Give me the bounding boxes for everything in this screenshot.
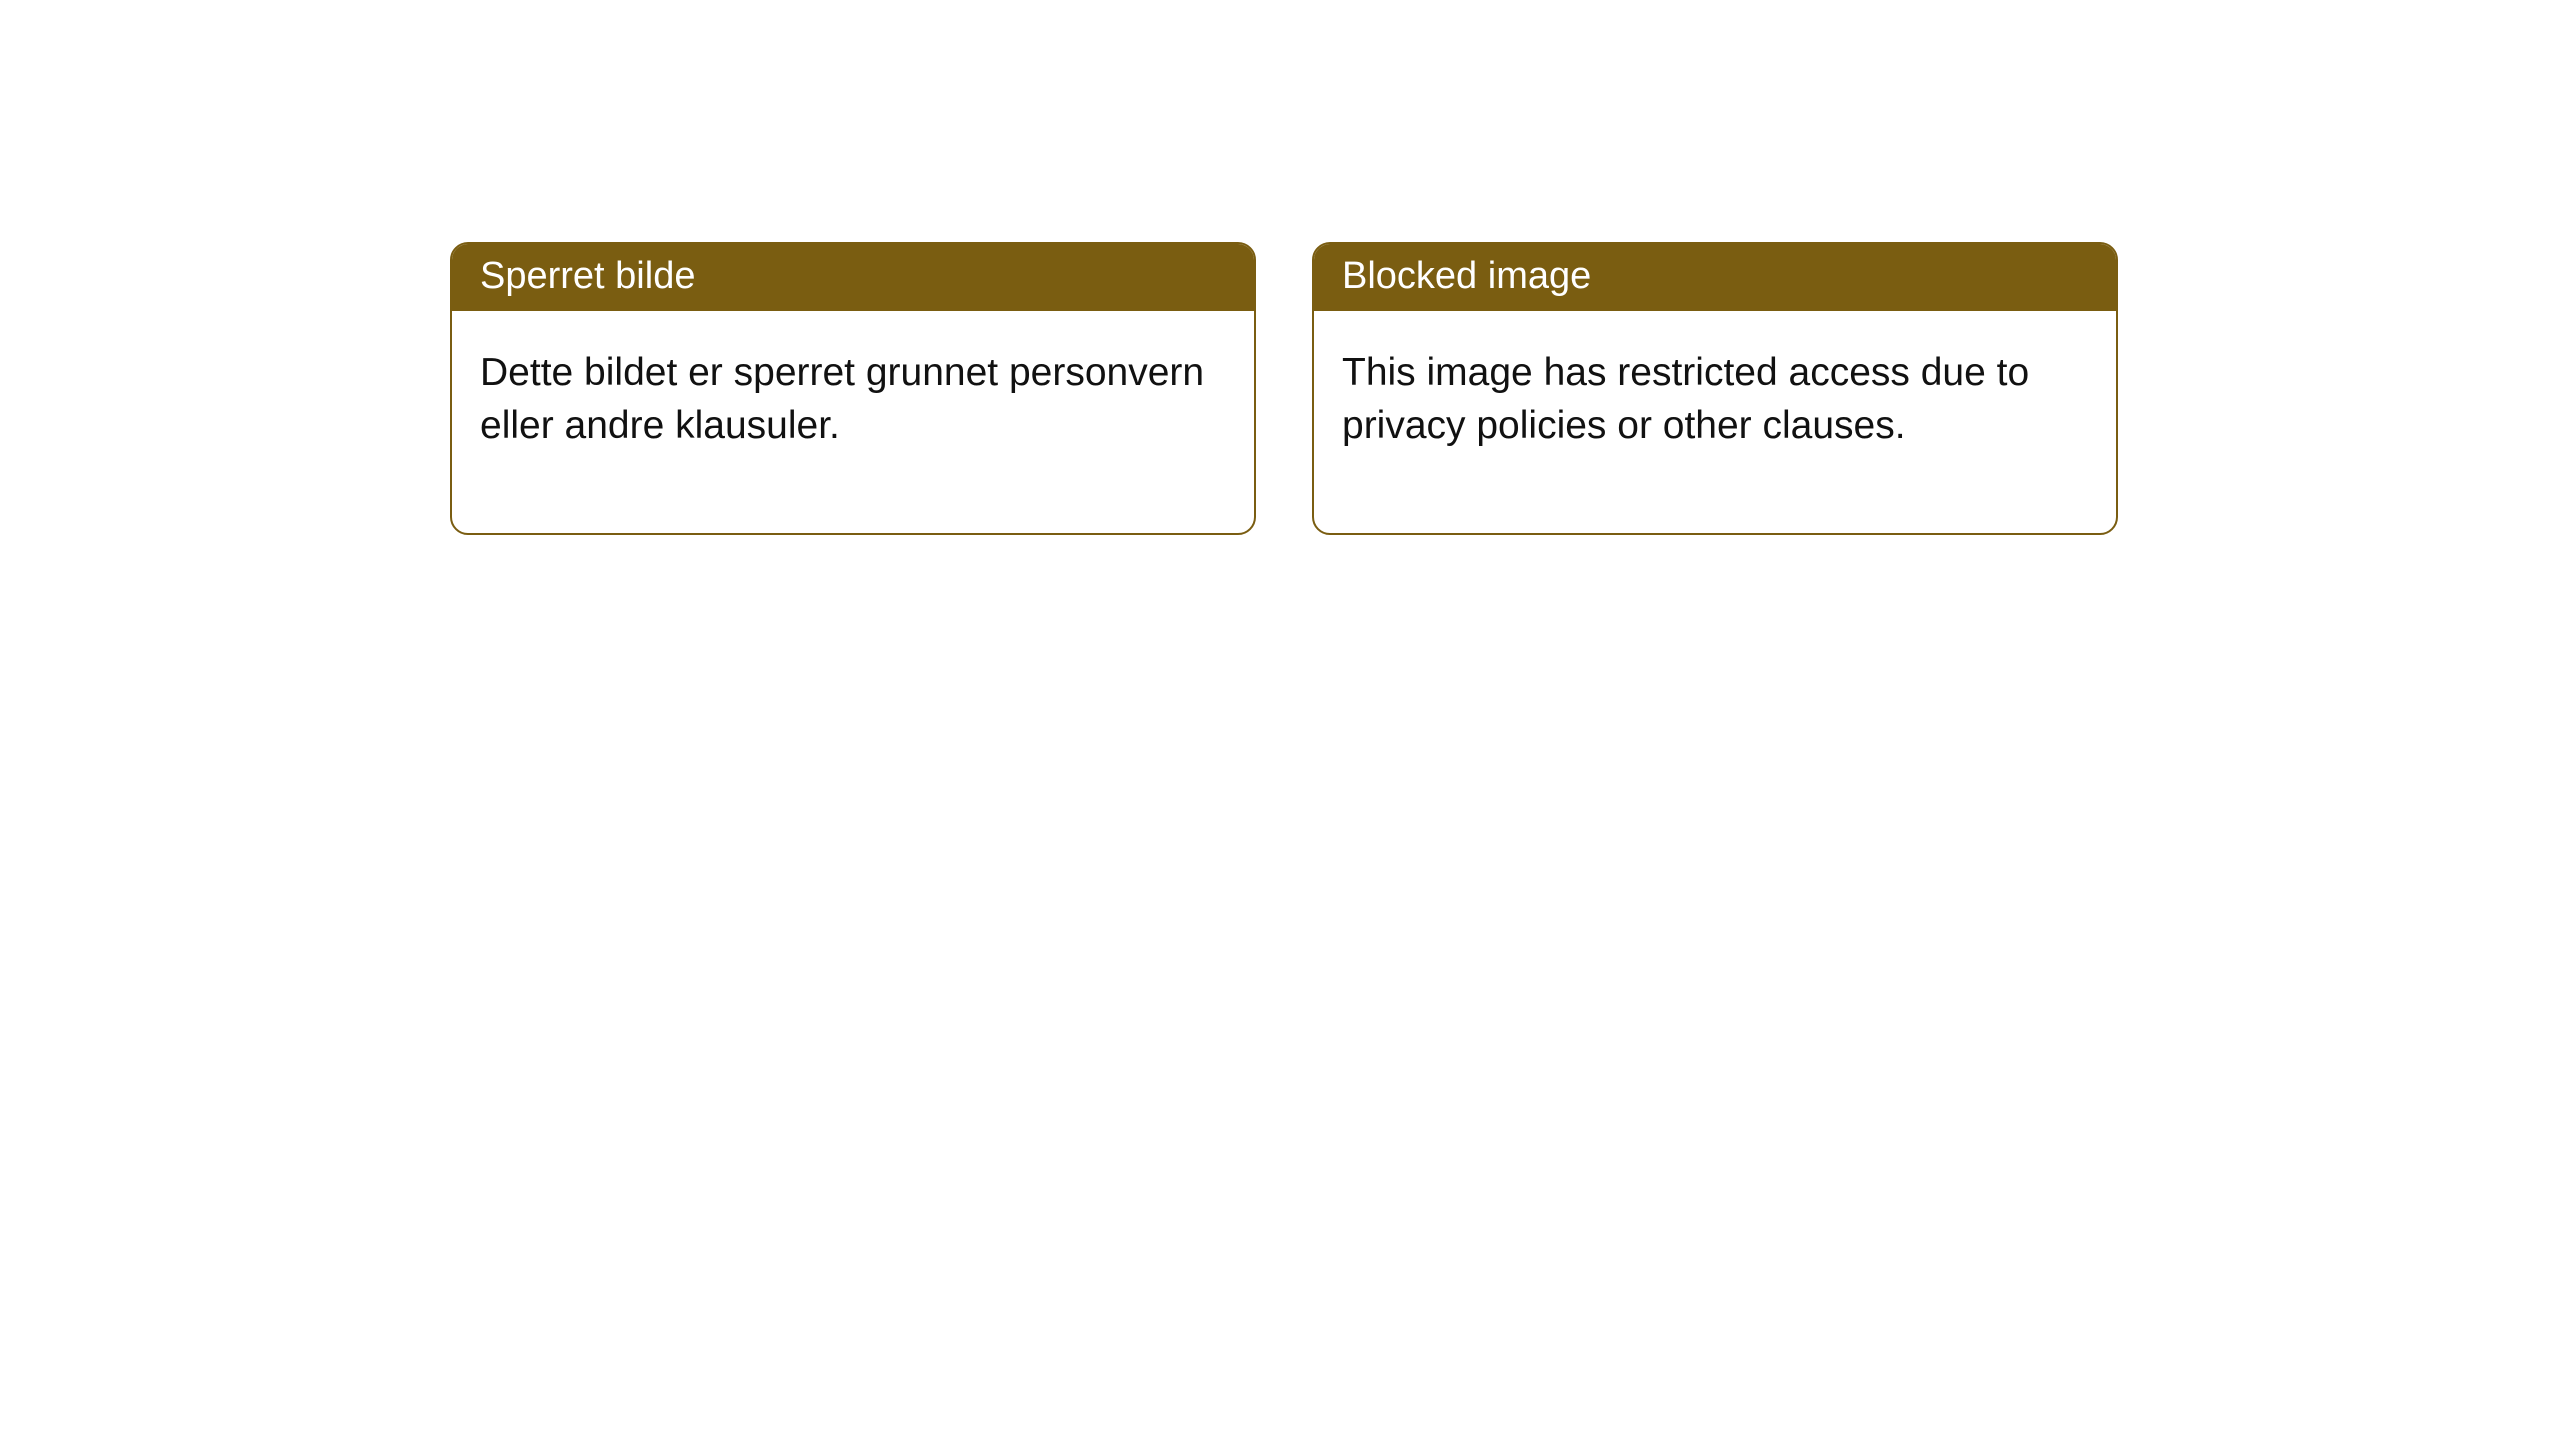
- notice-body-english: This image has restricted access due to …: [1314, 311, 2116, 532]
- notice-title-english: Blocked image: [1314, 244, 2116, 311]
- notice-card-norwegian: Sperret bilde Dette bildet er sperret gr…: [450, 242, 1256, 535]
- notice-container: Sperret bilde Dette bildet er sperret gr…: [0, 0, 2560, 535]
- notice-title-norwegian: Sperret bilde: [452, 244, 1254, 311]
- notice-body-norwegian: Dette bildet er sperret grunnet personve…: [452, 311, 1254, 532]
- notice-card-english: Blocked image This image has restricted …: [1312, 242, 2118, 535]
